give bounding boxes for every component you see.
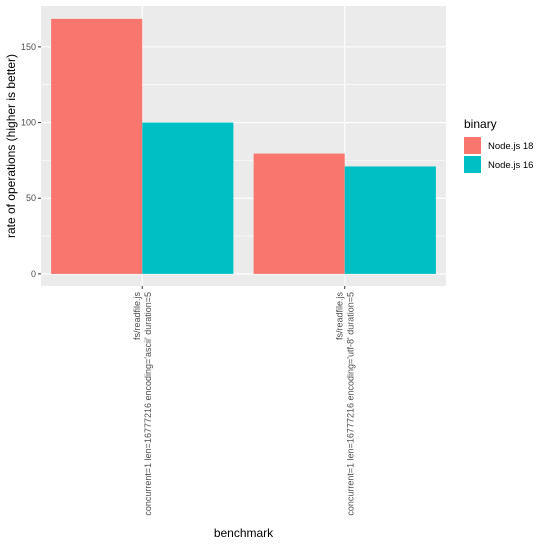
x-axis: fs/readfile.js concurrent=1 len=16777216 … (132, 286, 355, 516)
bar (253, 153, 345, 274)
legend-label: Node.js 18 (488, 141, 533, 152)
y-tick-label: 50 (26, 193, 36, 203)
y-axis-title: rate of operations (higher is better) (4, 54, 18, 238)
legend: binary Node.js 18 Node.js 16 (464, 117, 533, 173)
x-axis-title: benchmark (214, 526, 274, 540)
bars (51, 18, 436, 274)
legend-label: Node.js 16 (488, 160, 533, 171)
legend-title: binary (464, 117, 497, 131)
bar (142, 122, 234, 274)
bar (344, 166, 436, 274)
legend-items: Node.js 18 Node.js 16 (464, 137, 533, 173)
y-tick-label: 0 (31, 269, 36, 279)
x-tick-label: concurrent=1 len=16777216 encoding='asci… (143, 292, 153, 516)
x-tick-label: fs/readfile.js (132, 292, 142, 341)
bar (51, 18, 143, 274)
y-axis: 0 50 100 150 (21, 42, 41, 279)
x-tick-label: concurrent=1 len=16777216 encoding='utf-… (345, 292, 355, 516)
legend-key (464, 156, 481, 173)
legend-key (464, 137, 481, 154)
y-tick-label: 150 (21, 42, 36, 52)
y-tick-label: 100 (21, 118, 36, 128)
x-tick-label: fs/readfile.js (334, 292, 344, 341)
